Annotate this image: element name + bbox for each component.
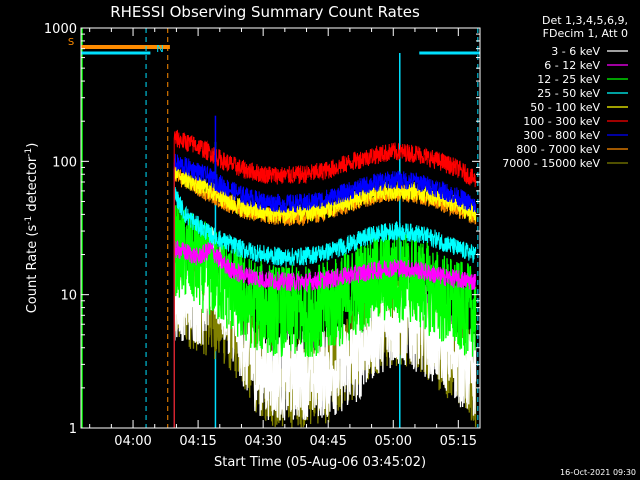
legend-label-2: 12 - 25 keV: [537, 73, 600, 86]
timestamp: 16-Oct-2021 09:30: [560, 468, 636, 477]
series-line-2: [173, 205, 477, 428]
legend-header-line-1: Det 1,3,4,5,6,9,: [542, 14, 628, 27]
legend-label-3: 25 - 50 keV: [537, 87, 600, 100]
y-axis: 1 10 100 1000: [44, 22, 480, 437]
legend-label-5: 100 - 300 keV: [523, 115, 600, 128]
legend-label-8: 7000 - 15000 keV: [502, 157, 600, 170]
x-axis-label: Start Time (05-Aug-06 03:45:02): [214, 455, 426, 470]
legend-header-line-2: FDecim 1, Att 0: [543, 27, 628, 40]
legend-label-6: 300 - 800 keV: [523, 129, 600, 142]
legend-label-1: 6 - 12 keV: [544, 59, 600, 72]
chart-title: RHESSI Observing Summary Count Rates: [110, 3, 420, 21]
y-axis-label: Count Rate (s-1 detector-1): [24, 143, 40, 314]
y-tick-label: 100: [52, 155, 77, 170]
y-tick-label: 1000: [44, 22, 77, 37]
x-tick-label: 04:45: [309, 434, 346, 449]
x-tick-label: 04:00: [114, 434, 151, 449]
series-line-4: [173, 162, 477, 428]
series-line-1: [173, 239, 477, 428]
legend-label-0: 3 - 6 keV: [551, 45, 600, 58]
x-tick-label: 05:00: [375, 434, 412, 449]
plot-area: [81, 28, 480, 428]
y-tick-label: 1: [69, 422, 77, 437]
n-marker-label: N: [156, 44, 163, 55]
series-line-5: [173, 129, 477, 428]
plot-frame: [80, 27, 481, 429]
s-marker-label: S: [68, 37, 74, 48]
x-tick-label: 04:30: [244, 434, 281, 449]
legend-label-4: 50 - 100 keV: [530, 101, 600, 114]
series-line-3: [173, 187, 477, 428]
x-axis: 04:00 04:15 04:30 04:45 05:00 05:15: [89, 28, 481, 449]
y-tick-label: 10: [60, 289, 77, 304]
x-tick-label: 04:15: [179, 434, 216, 449]
series-line-6: [173, 153, 477, 428]
x-tick-label: 05:15: [440, 434, 477, 449]
legend-label-7: 800 - 7000 keV: [516, 143, 600, 156]
